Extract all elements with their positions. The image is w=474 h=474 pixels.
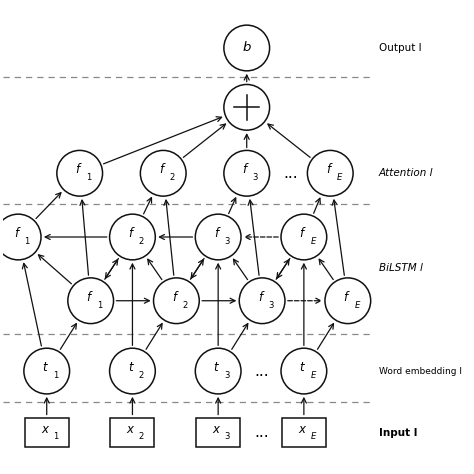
Text: x: x [127,423,134,436]
Text: 1: 1 [53,432,58,441]
Text: Input l: Input l [379,428,417,438]
Text: Attention l: Attention l [379,168,433,178]
Text: t: t [300,361,304,374]
Bar [282,419,326,447]
Circle shape [239,278,285,324]
Text: f: f [243,163,246,176]
Text: 1: 1 [53,371,58,380]
Circle shape [224,150,270,196]
Bar [25,419,69,447]
Text: 3: 3 [253,173,258,182]
Text: 1: 1 [86,173,91,182]
Circle shape [24,348,70,394]
Text: Word embedding l: Word embedding l [379,366,462,375]
Text: f: f [172,291,176,304]
Bar [110,419,155,447]
Text: 1: 1 [97,301,102,310]
Text: f: f [344,291,348,304]
Text: f: f [128,227,132,240]
Text: f: f [258,291,262,304]
Circle shape [224,84,270,130]
Text: x: x [298,423,305,436]
Circle shape [57,150,102,196]
Text: ...: ... [255,425,269,440]
Circle shape [140,150,186,196]
Text: 1: 1 [24,237,30,246]
Circle shape [307,150,353,196]
Text: f: f [75,163,80,176]
Text: f: f [326,163,330,176]
Text: x: x [41,423,48,436]
Text: b: b [243,42,251,55]
Text: 3: 3 [224,432,229,441]
Circle shape [109,214,155,260]
Text: E: E [311,237,316,246]
Circle shape [325,278,371,324]
Text: 3: 3 [224,371,229,380]
Text: x: x [212,423,219,436]
Circle shape [68,278,114,324]
Bar [196,419,240,447]
Text: f: f [159,163,163,176]
Circle shape [281,348,327,394]
Text: ...: ... [283,166,298,181]
Circle shape [224,25,270,71]
Text: 3: 3 [224,237,229,246]
Circle shape [109,348,155,394]
Text: 3: 3 [268,301,273,310]
Text: f: f [300,227,304,240]
Text: E: E [311,432,316,441]
Text: 2: 2 [169,173,175,182]
Text: f: f [86,291,91,304]
Text: f: f [214,227,218,240]
Text: E: E [311,371,316,380]
Text: Output l: Output l [379,43,421,53]
Text: t: t [128,361,133,374]
Text: t: t [42,361,47,374]
Circle shape [195,348,241,394]
Circle shape [154,278,199,324]
Text: 2: 2 [138,237,144,246]
Text: t: t [214,361,218,374]
Text: ...: ... [255,364,269,379]
Text: 2: 2 [182,301,188,310]
Circle shape [0,214,41,260]
Circle shape [195,214,241,260]
Text: 2: 2 [138,371,144,380]
Text: E: E [337,173,343,182]
Text: E: E [355,301,360,310]
Circle shape [281,214,327,260]
Text: f: f [14,227,18,240]
Text: 2: 2 [138,432,144,441]
Text: BiLSTM l: BiLSTM l [379,263,422,273]
